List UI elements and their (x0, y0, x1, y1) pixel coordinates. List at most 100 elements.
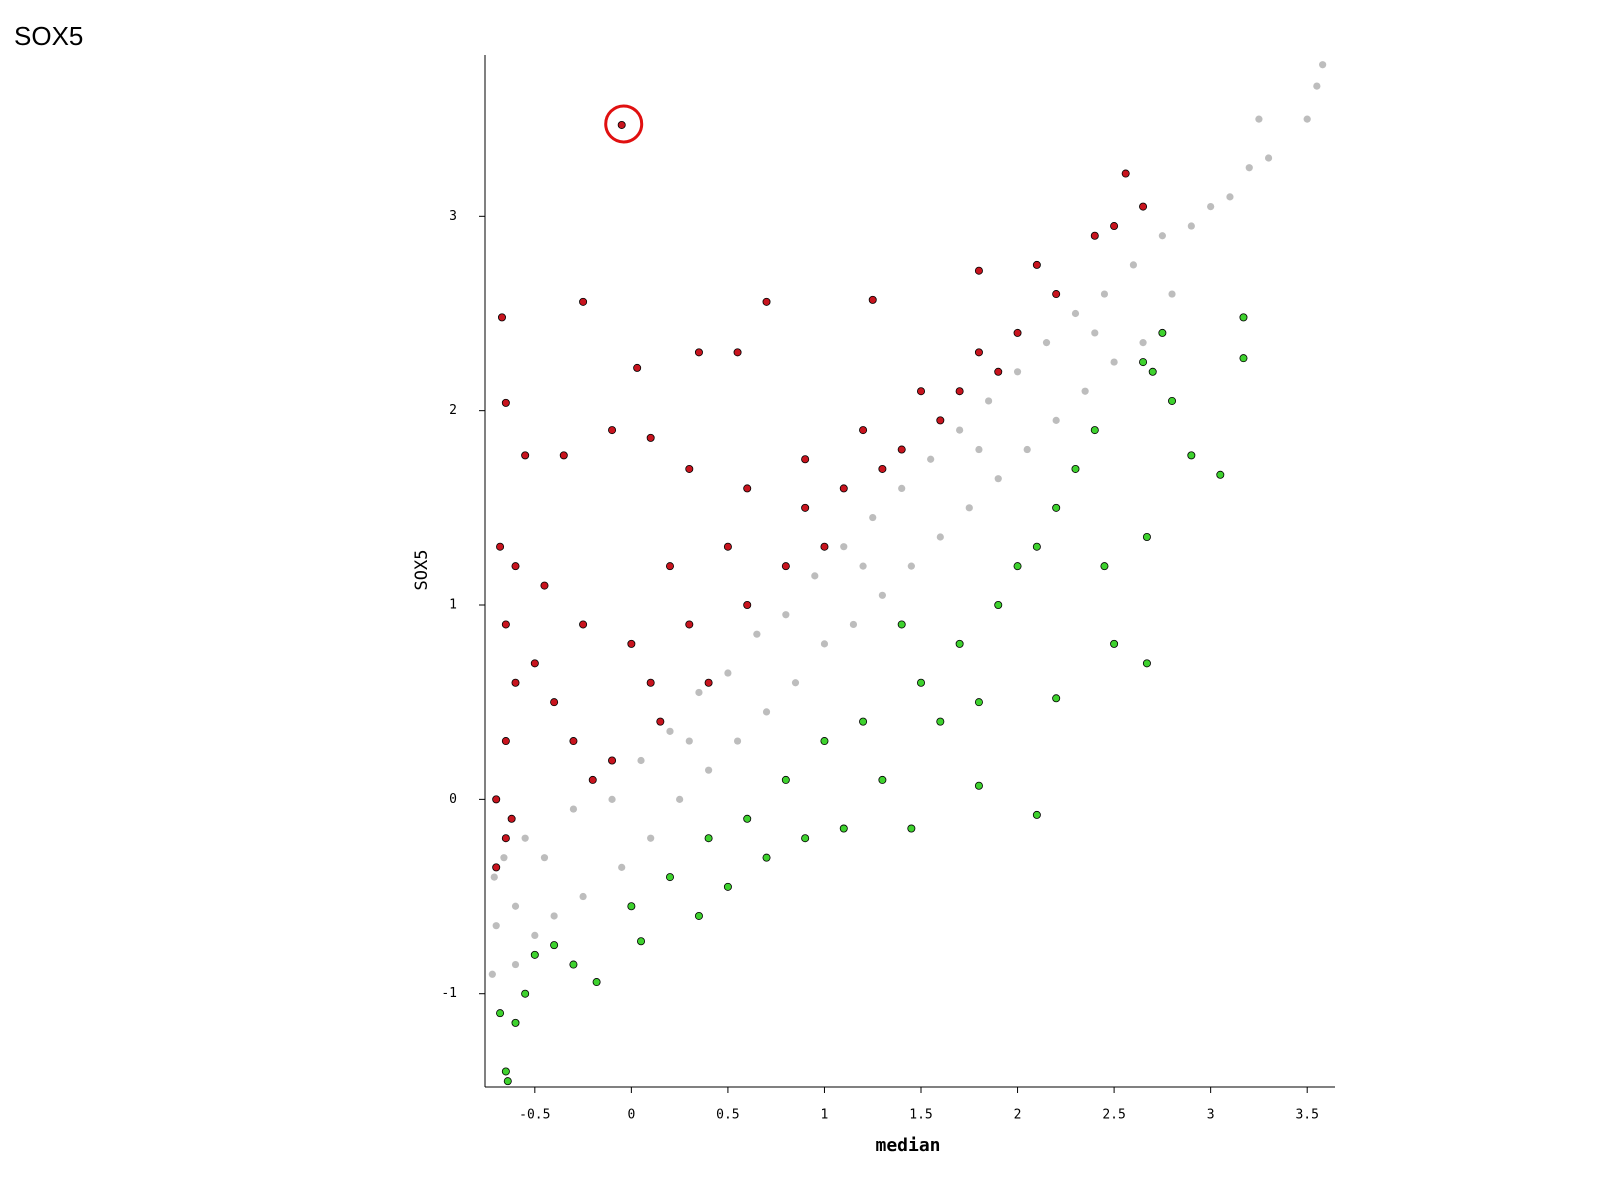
point (676, 795, 684, 803)
point (608, 426, 617, 435)
point (1255, 115, 1263, 123)
x-tick-label: 2.5 (1102, 1108, 1125, 1123)
point (540, 581, 549, 590)
point (496, 542, 505, 551)
point (497, 313, 506, 322)
point (501, 834, 510, 843)
point (1110, 222, 1119, 231)
point (1071, 309, 1080, 318)
point (897, 620, 906, 629)
point (733, 348, 742, 357)
point (1168, 396, 1177, 405)
point (694, 348, 703, 357)
point (1319, 61, 1327, 69)
point (665, 562, 674, 571)
point (878, 591, 886, 599)
y-tick-label: -1 (441, 986, 457, 1001)
point (1216, 470, 1225, 479)
x-tick-label: 2 (1014, 1108, 1022, 1123)
x-axis-label: median (875, 1135, 940, 1156)
point (1110, 639, 1119, 648)
point (762, 297, 771, 306)
point (637, 756, 645, 765)
point (647, 834, 655, 842)
point (762, 708, 771, 716)
point (1013, 328, 1022, 337)
point (975, 445, 983, 454)
x-tick-label: 3 (1207, 1108, 1215, 1123)
point (994, 367, 1003, 376)
point (531, 931, 539, 940)
point (781, 562, 790, 571)
point (974, 781, 983, 790)
point (878, 464, 887, 473)
y-tick-label: 0 (449, 792, 457, 807)
point (743, 814, 752, 823)
point (550, 912, 558, 920)
point (917, 387, 926, 396)
point (521, 451, 530, 460)
point (646, 678, 655, 687)
point (617, 120, 626, 129)
point (898, 484, 906, 493)
point (1081, 387, 1089, 395)
point (820, 640, 829, 648)
point (492, 922, 500, 930)
point (1239, 313, 1248, 322)
point (974, 698, 983, 707)
point (579, 892, 587, 901)
point (1052, 416, 1060, 424)
point (994, 475, 1002, 483)
point (839, 484, 848, 493)
point (503, 1077, 512, 1086)
point (501, 620, 510, 629)
point (1187, 451, 1196, 460)
point (588, 775, 597, 784)
point (492, 863, 501, 872)
point (569, 805, 578, 813)
point (801, 834, 810, 843)
point (1052, 503, 1061, 512)
point (733, 737, 742, 745)
y-axis-label: SOX5 (412, 550, 432, 591)
point (501, 398, 510, 407)
point (1168, 290, 1176, 298)
point (936, 717, 945, 726)
point (488, 970, 496, 978)
x-tick-label: 0 (627, 1108, 635, 1123)
point (569, 960, 578, 969)
point (917, 678, 926, 687)
point (637, 937, 646, 946)
point (627, 639, 636, 648)
point (694, 911, 703, 920)
point (801, 503, 810, 512)
point (994, 601, 1003, 610)
point (936, 533, 944, 541)
point (1245, 164, 1253, 172)
point (704, 678, 713, 687)
point (1148, 367, 1157, 376)
point (705, 766, 713, 774)
point (907, 824, 916, 833)
point (501, 737, 510, 746)
point (956, 426, 964, 434)
point (1264, 154, 1273, 162)
point (1091, 329, 1099, 337)
point (859, 562, 867, 570)
point (511, 902, 520, 910)
point (897, 445, 906, 454)
point (1139, 339, 1147, 347)
point (974, 348, 983, 357)
point (811, 572, 819, 580)
point (781, 775, 790, 784)
point (743, 484, 752, 493)
point (974, 266, 983, 275)
point (1139, 202, 1148, 211)
point (753, 630, 761, 638)
point (530, 659, 539, 668)
point (569, 737, 578, 746)
point (1239, 354, 1248, 363)
point (521, 834, 529, 842)
point (782, 611, 790, 619)
point (791, 679, 800, 687)
